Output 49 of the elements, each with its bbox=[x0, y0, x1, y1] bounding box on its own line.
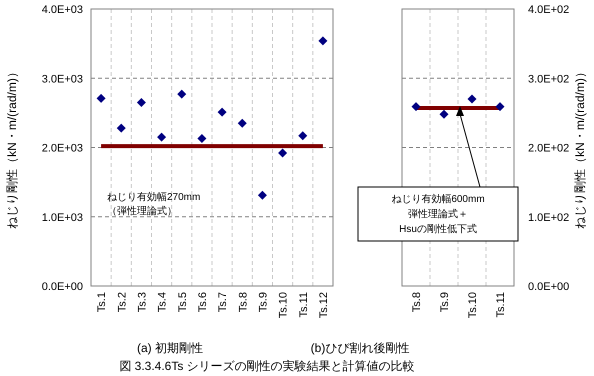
x-tick-label: Ts.9 bbox=[257, 292, 270, 312]
x-tick-label: Ts.5 bbox=[176, 292, 189, 312]
point bbox=[238, 118, 247, 128]
point bbox=[496, 102, 504, 112]
point bbox=[440, 110, 448, 119]
caption: 図 3.3.4.6Ts シリーズの剛性の実験結果と計算値の比較 bbox=[119, 359, 415, 373]
y-tick-label: 2.0E+02 bbox=[528, 142, 570, 154]
x-tick-label: Ts.11 bbox=[495, 292, 507, 318]
y-tick-label: 1.0E+03 bbox=[42, 212, 83, 224]
point bbox=[116, 124, 126, 133]
x-tick-label: Ts.7 bbox=[217, 292, 230, 312]
x-axis-title: (b)ひび割れ後剛性 bbox=[310, 341, 410, 355]
y-tick-label: 3.0E+03 bbox=[42, 73, 83, 86]
point bbox=[278, 148, 288, 158]
x-tick-label: Ts.8 bbox=[411, 292, 423, 312]
x-tick-label: Ts.4 bbox=[156, 292, 169, 312]
point bbox=[136, 98, 146, 107]
point bbox=[218, 108, 227, 117]
x-tick-label: Ts.9 bbox=[439, 292, 451, 312]
x-axis-title: (a) 初期剛性 bbox=[137, 341, 203, 355]
x-tick-label: Ts.3 bbox=[136, 292, 148, 312]
x-tick-label: Ts.2 bbox=[116, 292, 128, 312]
point bbox=[298, 131, 308, 140]
y-tick-label: 2.0E+03 bbox=[42, 142, 83, 154]
x-tick-label: Ts.10 bbox=[278, 292, 290, 318]
y-tick-label: 0.0E+00 bbox=[42, 281, 83, 293]
x-tick-label: Ts.1 bbox=[96, 292, 108, 312]
y-tick-label: 4.0E+03 bbox=[42, 4, 83, 16]
x-tick-label: Ts.10 bbox=[467, 292, 479, 318]
x-tick-label: Ts.11 bbox=[298, 292, 310, 318]
y-tick-label: 1.0E+02 bbox=[528, 212, 570, 224]
point bbox=[468, 94, 476, 104]
annotation: ねじり有効幅270mm （弾性理論式） bbox=[107, 191, 200, 217]
annotation: ねじり有効幅600mm 弾性理論式＋ Hsuの剛性低下式 bbox=[391, 193, 485, 235]
point bbox=[412, 102, 420, 112]
y-axis-title: ねじり剛性（kN・m/(rad/m)） bbox=[573, 66, 587, 229]
x-tick-label: Ts.6 bbox=[196, 292, 209, 312]
x-tick-label: Ts.8 bbox=[237, 292, 250, 312]
y-tick-label: 4.0E+02 bbox=[528, 4, 570, 16]
point bbox=[318, 36, 328, 46]
point bbox=[157, 132, 166, 142]
x-tick-label: Ts.12 bbox=[318, 292, 330, 318]
point bbox=[177, 90, 186, 99]
point bbox=[197, 134, 206, 143]
y-tick-label: 3.0E+02 bbox=[528, 73, 570, 86]
y-axis-title: ねじり剛性（kN・m/(rad/m)） bbox=[5, 66, 19, 229]
point bbox=[96, 94, 106, 103]
y-tick-label: 0.0E+00 bbox=[528, 281, 570, 293]
point bbox=[258, 190, 267, 200]
